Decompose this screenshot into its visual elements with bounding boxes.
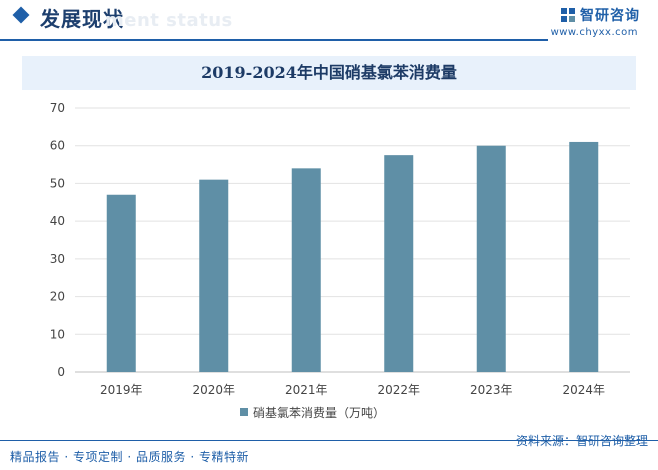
y-tick-label: 70 bbox=[50, 101, 65, 115]
x-tick-label: 2022年 bbox=[377, 383, 420, 397]
service-2: 专项定制 bbox=[72, 450, 123, 464]
x-tick-label: 2023年 bbox=[470, 383, 513, 397]
header-rule bbox=[0, 39, 548, 41]
legend-label: 硝基氯苯消费量（万吨） bbox=[253, 406, 385, 420]
bar bbox=[476, 145, 506, 372]
legend-swatch bbox=[240, 408, 248, 416]
y-axis-ticks: 0 10 20 30 40 50 60 70 bbox=[50, 101, 65, 379]
footer-rule bbox=[0, 440, 658, 441]
source-note: 资料来源：智研咨询整理 bbox=[516, 432, 648, 449]
gridlines bbox=[75, 107, 630, 373]
source-text: 智研咨询整理 bbox=[575, 434, 648, 448]
service-3: 品质服务 bbox=[135, 450, 186, 464]
bar bbox=[569, 141, 599, 372]
bar bbox=[291, 168, 321, 372]
x-tick-label: 2019年 bbox=[100, 383, 143, 397]
brand-url: www.chyxx.com bbox=[550, 27, 638, 38]
service-1: 精品报告 bbox=[10, 450, 61, 464]
bar bbox=[384, 155, 414, 372]
brand-name: 智研咨询 bbox=[580, 8, 640, 24]
y-tick-label: 20 bbox=[50, 290, 65, 304]
section-title: 发展现状 bbox=[40, 7, 124, 31]
bar bbox=[199, 179, 229, 372]
x-tick-label: 2020年 bbox=[192, 383, 235, 397]
y-tick-label: 40 bbox=[50, 214, 65, 228]
x-tick-label: 2021年 bbox=[285, 383, 328, 397]
y-tick-label: 10 bbox=[50, 327, 65, 341]
y-tick-label: 50 bbox=[50, 176, 65, 190]
footer-services: 精品报告 · 专项定制 · 品质服务 · 专精特新 bbox=[10, 450, 249, 464]
chart-title: 2019-2024年中国硝基氯苯消费量 bbox=[201, 63, 457, 82]
section-subtitle: ment status bbox=[105, 10, 233, 31]
y-tick-label: 0 bbox=[57, 365, 65, 379]
brand: 智研咨询 bbox=[560, 5, 640, 25]
y-tick-label: 30 bbox=[50, 252, 65, 266]
source-label: 资料来源： bbox=[515, 434, 576, 448]
x-tick-label: 2024年 bbox=[562, 383, 605, 397]
brand-logo-icon bbox=[561, 8, 575, 22]
service-4: 专精特新 bbox=[198, 450, 249, 464]
chart-title-band: 2019-2024年中国硝基氯苯消费量 bbox=[22, 56, 636, 90]
x-axis-ticks: 2019年 2020年 2021年 2022年 2023年 2024年 bbox=[100, 383, 605, 397]
bars bbox=[106, 141, 599, 372]
y-tick-label: 60 bbox=[50, 139, 65, 153]
legend: 硝基氯苯消费量（万吨） bbox=[240, 406, 385, 420]
bar bbox=[106, 194, 136, 372]
section-header: 发展现状 ment status 智研咨询 www.chyxx.com bbox=[0, 0, 658, 41]
